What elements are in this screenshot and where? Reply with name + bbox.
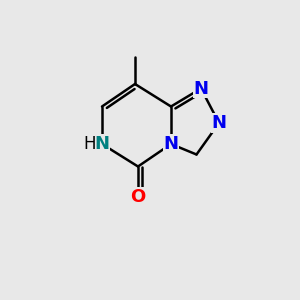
Text: N: N [164, 135, 178, 153]
Text: N: N [194, 80, 208, 98]
Text: N: N [212, 114, 226, 132]
Text: H: H [83, 135, 96, 153]
Text: O: O [130, 188, 146, 206]
Text: N: N [94, 135, 110, 153]
